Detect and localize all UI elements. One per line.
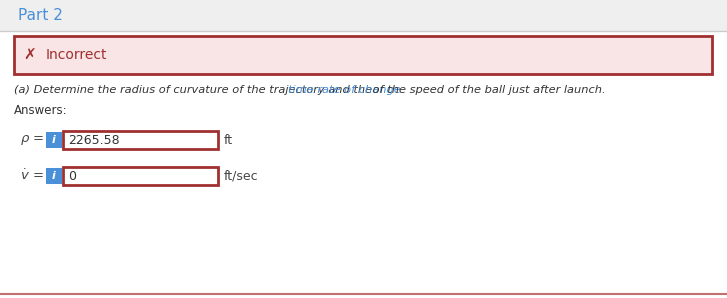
Text: 0: 0: [68, 170, 76, 182]
Text: i: i: [52, 135, 56, 145]
FancyBboxPatch shape: [63, 167, 218, 185]
Text: (a) Determine the radius of curvature of the trajectory and the: (a) Determine the radius of curvature of…: [14, 85, 376, 95]
FancyBboxPatch shape: [0, 0, 727, 30]
Text: $\dot{v}$ =: $\dot{v}$ =: [20, 169, 44, 183]
Text: $\rho$ =: $\rho$ =: [20, 133, 44, 147]
Text: ft/sec: ft/sec: [224, 170, 259, 182]
FancyBboxPatch shape: [0, 31, 727, 298]
Text: Incorrect: Incorrect: [46, 48, 108, 62]
Text: 2265.58: 2265.58: [68, 134, 120, 147]
Text: of the speed of the ball just after launch.: of the speed of the ball just after laun…: [369, 85, 606, 95]
Text: Answers:: Answers:: [14, 105, 68, 117]
FancyBboxPatch shape: [46, 132, 62, 148]
Text: time rate of change: time rate of change: [288, 85, 401, 95]
Text: i: i: [52, 171, 56, 181]
Text: Part 2: Part 2: [18, 9, 63, 24]
FancyBboxPatch shape: [46, 168, 62, 184]
FancyBboxPatch shape: [14, 36, 712, 74]
FancyBboxPatch shape: [63, 131, 218, 149]
Text: ✗: ✗: [23, 47, 36, 63]
Text: ft: ft: [224, 134, 233, 147]
